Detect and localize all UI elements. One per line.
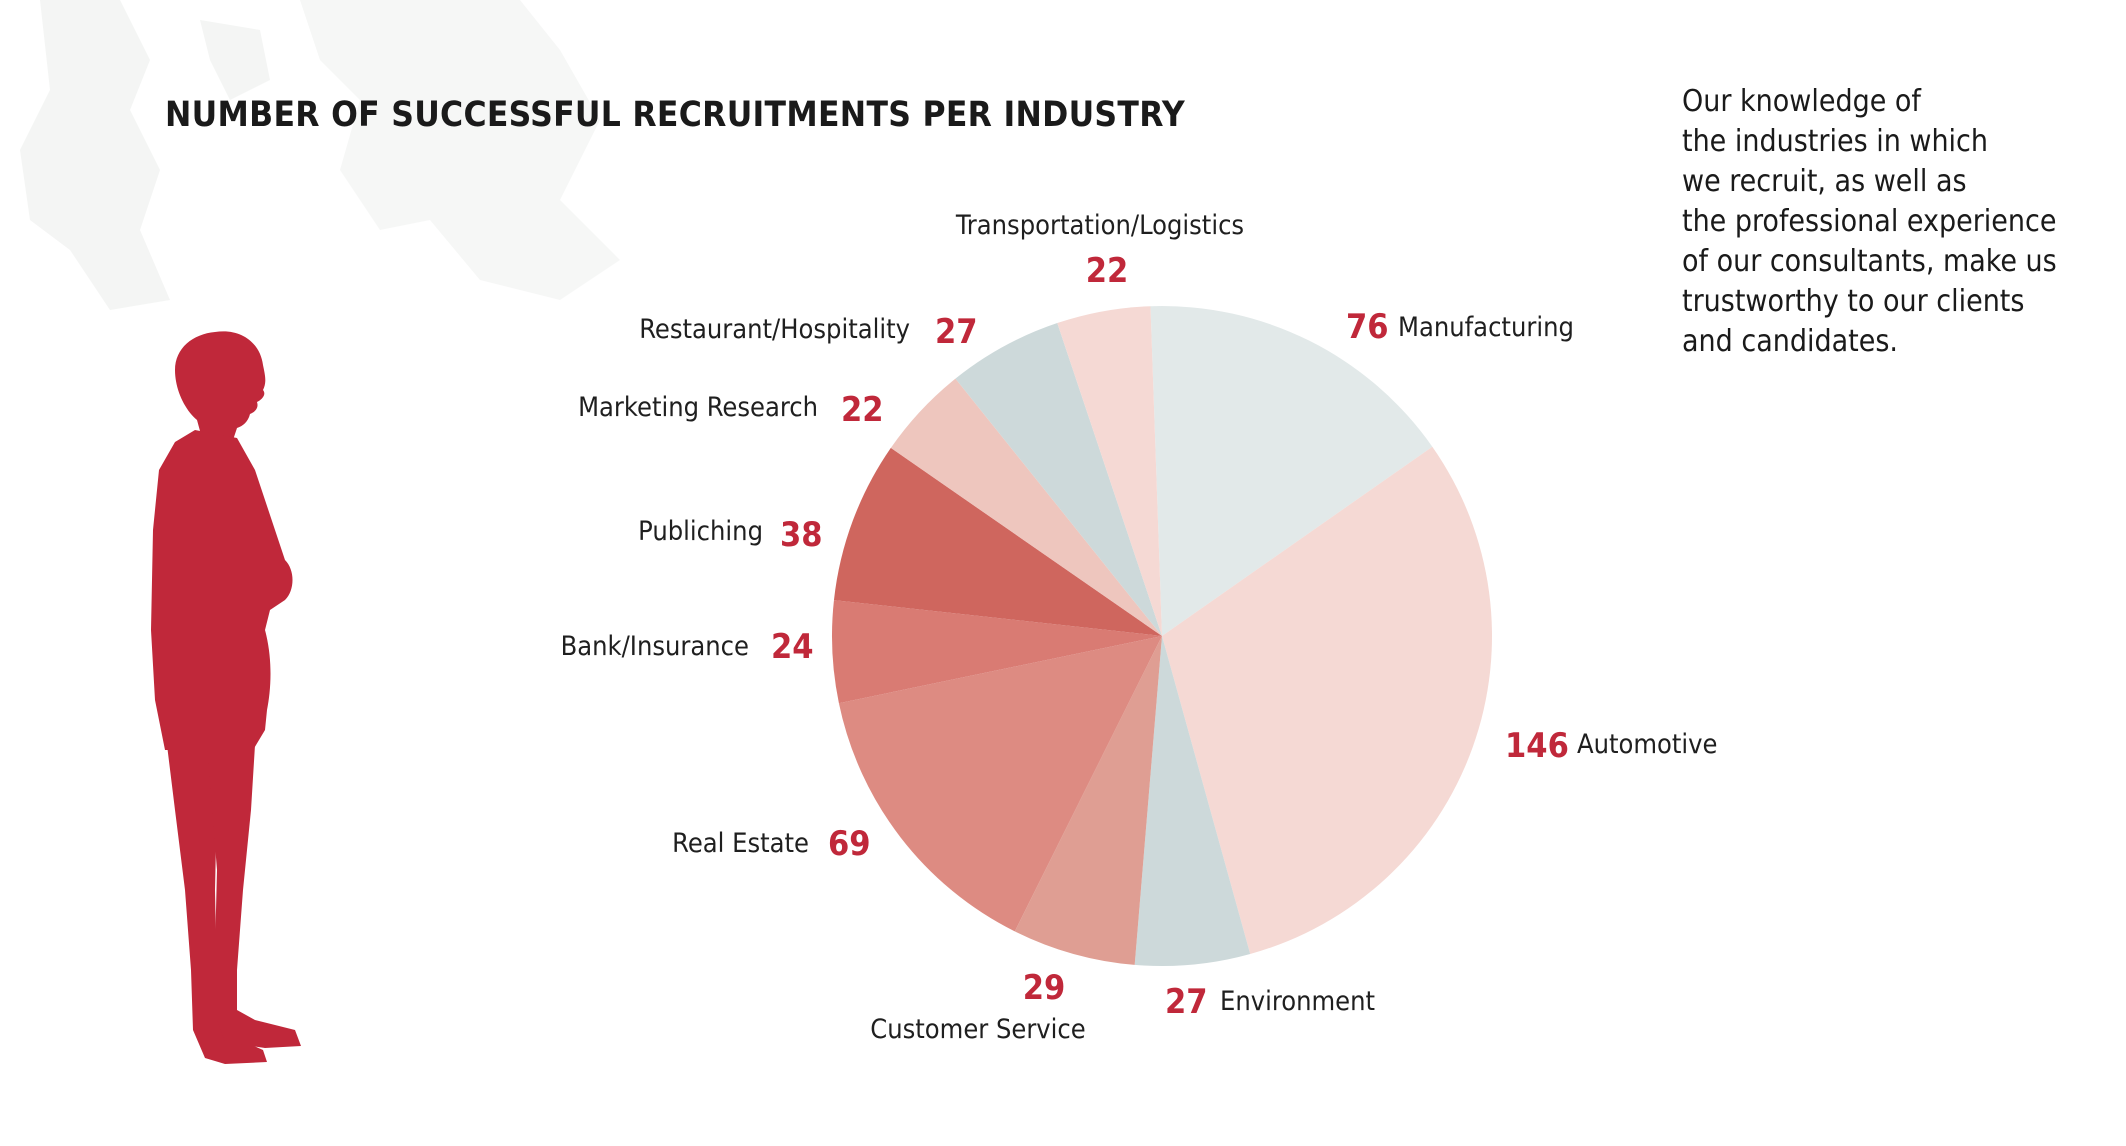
slice-value-publiching: 38 bbox=[780, 515, 823, 555]
slice-label-publiching: Publiching bbox=[638, 516, 763, 547]
slice-label-manufacturing: Manufacturing bbox=[1398, 312, 1574, 343]
slice-label-transportation-logistics: Transportation/Logistics bbox=[955, 210, 1244, 241]
pie-slice-manufacturing bbox=[1150, 305, 1433, 636]
pie-slices bbox=[831, 305, 1492, 966]
pie-slice-marketing-research bbox=[890, 378, 1162, 636]
description-line: the industries in which bbox=[1682, 124, 1989, 159]
slice-label-marketing-research: Marketing Research bbox=[578, 392, 818, 423]
description-line: of our consultants, make us bbox=[1682, 244, 2057, 279]
chart-title: NUMBER OF SUCCESSFUL RECRUITMENTS PER IN… bbox=[165, 95, 1185, 135]
description-line: the professional experience bbox=[1682, 204, 2057, 239]
pie-slice-environment bbox=[1134, 636, 1251, 966]
slice-label-restaurant-hospitality: Restaurant/Hospitality bbox=[639, 314, 910, 345]
slice-value-manufacturing: 76 bbox=[1346, 307, 1389, 347]
slice-value-restaurant-hospitality: 27 bbox=[935, 312, 978, 352]
slice-value-marketing-research: 22 bbox=[841, 390, 884, 430]
slice-value-bank-insurance: 24 bbox=[771, 627, 814, 667]
background-map-watermark bbox=[20, 0, 620, 310]
pie-slice-bank-insurance bbox=[831, 600, 1162, 704]
slice-label-customer-service: Customer Service bbox=[870, 1014, 1086, 1045]
pie-slice-transportation-logistics bbox=[1057, 306, 1162, 636]
slice-value-automotive: 146 bbox=[1505, 726, 1569, 766]
slice-label-real-estate: Real Estate bbox=[672, 828, 809, 859]
slice-label-environment: Environment bbox=[1220, 986, 1375, 1017]
slice-label-automotive: Automotive bbox=[1577, 729, 1718, 760]
description-line: trustworthy to our clients bbox=[1682, 284, 2025, 319]
description-line: Our knowledge of bbox=[1682, 84, 1921, 119]
description-line: and candidates. bbox=[1682, 324, 1898, 359]
pie-slice-real-estate bbox=[838, 636, 1162, 932]
slice-value-transportation-logistics: 22 bbox=[1086, 251, 1129, 291]
pie-labels: 76 Manufacturing 146 Automotive 27 Envir… bbox=[561, 210, 1718, 1045]
slice-value-customer-service: 29 bbox=[1023, 968, 1066, 1008]
businessman-silhouette bbox=[151, 331, 301, 1064]
pie-slice-restaurant-hospitality bbox=[955, 323, 1162, 636]
slice-label-bank-insurance: Bank/Insurance bbox=[561, 631, 749, 662]
pie-slice-publiching bbox=[833, 447, 1162, 636]
description-text: Our knowledge of the industries in which… bbox=[1682, 82, 2102, 362]
slice-value-environment: 27 bbox=[1165, 982, 1208, 1022]
pie-slice-automotive bbox=[1162, 446, 1492, 954]
pie-slice-customer-service bbox=[1014, 636, 1162, 965]
slice-value-real-estate: 69 bbox=[828, 824, 871, 864]
description-line: we recruit, as well as bbox=[1682, 164, 1967, 199]
